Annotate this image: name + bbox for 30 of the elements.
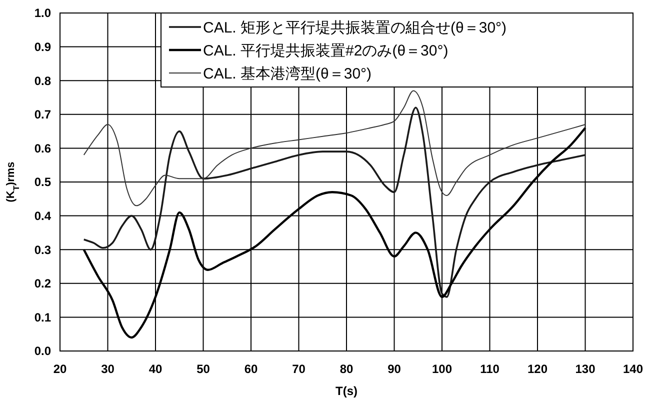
x-tick-label: 110 (480, 362, 500, 376)
y-tick-label: 0.1 (34, 310, 52, 324)
x-tick-label: 80 (340, 362, 354, 376)
x-tick-label: 30 (101, 362, 115, 376)
x-tick-label: 90 (388, 362, 402, 376)
x-tick-label: 130 (575, 362, 596, 376)
x-tick-label: 100 (432, 362, 452, 376)
legend-label: CAL. 基本港湾型(θ＝30°) (203, 65, 372, 82)
y-tick-label: 0.2 (34, 276, 52, 291)
x-tick-label: 40 (148, 362, 162, 376)
y-tick-label: 0.3 (34, 242, 52, 257)
y-tick-label: 0.8 (34, 74, 52, 88)
y-tick-label: 0.5 (34, 175, 52, 190)
line-series (83, 90, 586, 206)
y-tick-label: 0.4 (34, 209, 52, 223)
x-tick-label: 50 (196, 362, 210, 376)
y-tick-label: 0.7 (34, 108, 52, 122)
x-tick-label: 70 (292, 362, 306, 376)
line-series (82, 106, 586, 298)
y-tick-label: 0.6 (34, 141, 52, 156)
y-tick-label: 1.0 (34, 6, 52, 20)
legend-label: CAL. 平行堤共振装置#2のみ(θ＝30°) (203, 42, 448, 60)
x-tick-label: 20 (53, 362, 67, 376)
y-tick-label: 0.9 (34, 40, 52, 54)
y-tick-label: 0.0 (34, 344, 52, 358)
x-tick-label: 120 (527, 362, 548, 376)
x-tick-label: 140 (622, 362, 644, 376)
legend-label: CAL. 矩形と平行堤共振装置の組合せ(θ＝30°) (203, 19, 507, 36)
x-axis-title: T(s) (336, 384, 358, 398)
x-tick-label: 60 (244, 362, 258, 376)
